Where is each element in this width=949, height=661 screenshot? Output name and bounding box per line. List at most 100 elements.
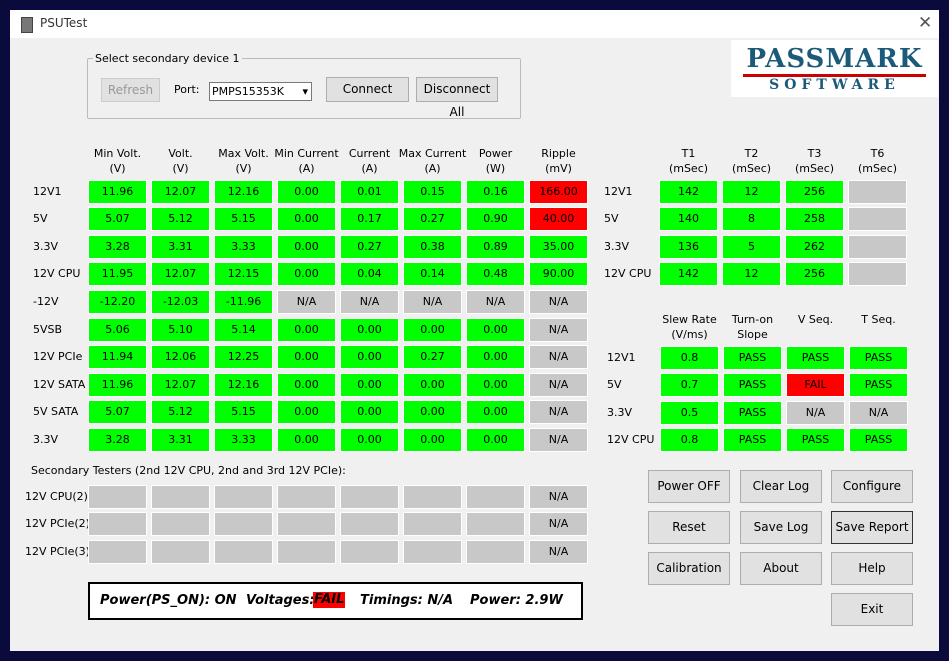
- value-cell: 0.00: [466, 400, 525, 424]
- value-cell: 142: [659, 262, 718, 286]
- action-button[interactable]: Save Report: [831, 511, 913, 544]
- value-cell: N/A: [529, 400, 588, 424]
- value-cell: 5.15: [214, 207, 273, 231]
- value-cell: [151, 512, 210, 536]
- header-line: (mSec): [731, 162, 772, 175]
- header-line: (V): [172, 162, 189, 175]
- value-cell: PASS: [723, 401, 782, 425]
- logo-line1: PASSMARK: [746, 44, 923, 74]
- value-cell: [848, 262, 907, 286]
- value-cell: N/A: [529, 345, 588, 369]
- value-cell: 256: [785, 180, 844, 204]
- value-cell: N/A: [529, 373, 588, 397]
- value-cell: 12.06: [151, 345, 210, 369]
- row-label: 3.3V: [33, 433, 59, 446]
- value-cell: 40.00: [529, 207, 588, 231]
- value-cell: 0.00: [277, 428, 336, 452]
- close-button[interactable]: ✕: [918, 13, 933, 33]
- value-cell: 12.25: [214, 345, 273, 369]
- value-cell: -12.20: [88, 290, 147, 314]
- value-cell: 3.31: [151, 235, 210, 259]
- value-cell: -11.96: [214, 290, 273, 314]
- value-cell: 12: [722, 180, 781, 204]
- column-header: Current (A): [334, 146, 405, 176]
- row-label: 3.3V: [604, 240, 630, 253]
- value-cell: 0.00: [340, 373, 399, 397]
- header-line: Min Current: [274, 147, 339, 160]
- value-cell: 12.07: [151, 180, 210, 204]
- status-voltages-label: Voltages:: [246, 593, 315, 608]
- value-cell: 3.28: [88, 235, 147, 259]
- value-cell: 0.16: [466, 180, 525, 204]
- value-cell: 0.7: [660, 373, 719, 397]
- value-cell: 0.00: [277, 400, 336, 424]
- value-cell: 0.00: [466, 345, 525, 369]
- value-cell: 0.5: [660, 401, 719, 425]
- action-button[interactable]: Power OFF: [648, 470, 730, 503]
- action-button[interactable]: Help: [831, 552, 913, 585]
- value-cell: 12.16: [214, 373, 273, 397]
- value-cell: -12.03: [151, 290, 210, 314]
- action-button[interactable]: About: [740, 552, 822, 585]
- column-header: Ripple (mV): [523, 146, 594, 176]
- value-cell: N/A: [786, 401, 845, 425]
- column-header: Max Volt. (V): [208, 146, 279, 176]
- value-cell: 3.33: [214, 235, 273, 259]
- value-cell: 0.14: [403, 262, 462, 286]
- value-cell: PASS: [723, 373, 782, 397]
- value-cell: 5: [722, 235, 781, 259]
- value-cell: 0.90: [466, 207, 525, 231]
- value-cell: 0.00: [277, 318, 336, 342]
- row-label: 12V CPU(2): [25, 490, 88, 503]
- value-cell: 0.00: [340, 318, 399, 342]
- status-power-on: Power(PS_ON): ON: [100, 593, 237, 608]
- column-header: V Seq.: [780, 312, 851, 342]
- action-button[interactable]: Clear Log: [740, 470, 822, 503]
- connect-button[interactable]: Connect: [326, 77, 409, 102]
- action-button[interactable]: Reset Min/Max: [648, 511, 730, 565]
- row-label: 5VSB: [33, 323, 63, 336]
- value-cell: 0.00: [277, 345, 336, 369]
- value-cell: 0.17: [340, 207, 399, 231]
- value-cell: [403, 540, 462, 564]
- value-cell: N/A: [529, 318, 588, 342]
- value-cell: 0.00: [340, 345, 399, 369]
- refresh-button[interactable]: Refresh: [101, 78, 160, 102]
- port-value: PMPS15353K: [212, 85, 284, 98]
- value-cell: [403, 512, 462, 536]
- value-cell: 0.01: [340, 180, 399, 204]
- value-cell: 136: [659, 235, 718, 259]
- status-voltages-value: FAIL: [313, 592, 346, 608]
- value-cell: [340, 540, 399, 564]
- header-line: (A): [424, 162, 441, 175]
- column-header: T2 (mSec): [716, 146, 787, 176]
- action-button[interactable]: Calibration: [648, 552, 730, 585]
- value-cell: N/A: [529, 512, 588, 536]
- port-select[interactable]: PMPS15353K ▾: [209, 82, 312, 101]
- disconnect-button[interactable]: Disconnect All: [416, 77, 498, 119]
- value-cell: 3.28: [88, 428, 147, 452]
- action-button[interactable]: Exit: [831, 593, 913, 626]
- value-cell: 0.38: [403, 235, 462, 259]
- value-cell: [151, 540, 210, 564]
- value-cell: 0.00: [277, 262, 336, 286]
- value-cell: 3.33: [214, 428, 273, 452]
- header-line: Max Volt.: [218, 147, 269, 160]
- value-cell: [277, 485, 336, 509]
- value-cell: 11.95: [88, 262, 147, 286]
- action-button[interactable]: Configure: [831, 470, 913, 503]
- value-cell: [340, 512, 399, 536]
- row-label: 3.3V: [33, 240, 59, 253]
- row-label: 5V: [607, 378, 622, 391]
- value-cell: 12: [722, 262, 781, 286]
- value-cell: 5.14: [214, 318, 273, 342]
- value-cell: 12.07: [151, 373, 210, 397]
- action-button[interactable]: Save Log: [740, 511, 822, 544]
- value-cell: FAIL: [786, 373, 845, 397]
- header-line: Current: [348, 147, 391, 160]
- row-label: 5V SATA: [33, 405, 79, 418]
- column-header: T Seq.: [843, 312, 914, 342]
- value-cell: 0.89: [466, 235, 525, 259]
- app-icon: [21, 17, 33, 33]
- header-line: (mV): [545, 162, 572, 175]
